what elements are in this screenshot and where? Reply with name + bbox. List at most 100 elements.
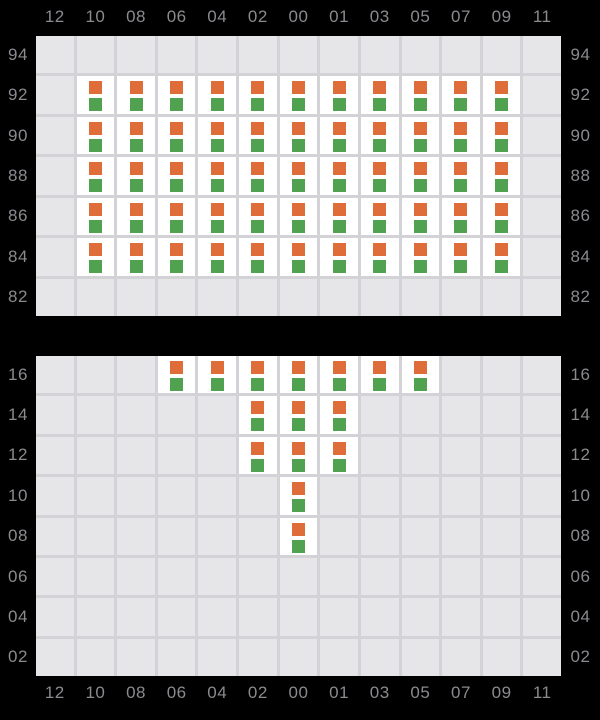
orange-marker bbox=[291, 522, 305, 536]
orange-marker bbox=[251, 441, 265, 455]
occupied-cell-r92-c01 bbox=[320, 76, 358, 114]
green-marker bbox=[373, 138, 387, 152]
occupied-cell-r16-c02 bbox=[239, 356, 277, 394]
green-marker bbox=[413, 260, 427, 274]
green-marker bbox=[332, 98, 346, 112]
empty-cell-r10-c07 bbox=[442, 477, 480, 515]
empty-cell-r02-c09 bbox=[482, 638, 521, 676]
occupied-cell-r10-c00 bbox=[279, 477, 318, 515]
green-marker bbox=[210, 179, 224, 193]
empty-cell-r12-c07 bbox=[442, 436, 480, 475]
empty-cell-r14-c10 bbox=[76, 396, 115, 434]
lower-right-row-axis: 16 14 12 10 08 06 04 02 bbox=[561, 356, 600, 676]
orange-marker bbox=[291, 202, 305, 216]
empty-cell-r08-c07 bbox=[442, 517, 480, 555]
orange-marker bbox=[210, 202, 224, 216]
occupied-cell-r88-c09 bbox=[482, 157, 521, 195]
orange-marker bbox=[170, 162, 184, 176]
lower-left-row-axis-label-04: 04 bbox=[8, 606, 28, 626]
empty-cell-r12-c08 bbox=[117, 436, 155, 475]
empty-cell-r06-c08 bbox=[117, 557, 155, 596]
orange-marker bbox=[170, 361, 184, 374]
upper-left-row-axis-label-84: 84 bbox=[8, 246, 28, 266]
empty-cell-r94-c12 bbox=[36, 36, 74, 74]
occupied-cell-r84-c01 bbox=[320, 238, 358, 276]
orange-marker bbox=[454, 243, 468, 257]
top-axis-label-08: 08 bbox=[126, 6, 146, 26]
empty-cell-r08-c06 bbox=[157, 517, 196, 555]
empty-cell-r06-c06 bbox=[157, 557, 196, 596]
empty-cell-r06-c04 bbox=[198, 557, 237, 596]
empty-cell-r16-c11 bbox=[523, 356, 561, 394]
occupied-cell-r92-c08 bbox=[117, 76, 155, 114]
empty-cell-r10-c11 bbox=[523, 477, 561, 515]
occupied-cell-r92-c04 bbox=[198, 76, 237, 114]
empty-cell-r02-c03 bbox=[360, 638, 399, 676]
empty-cell-r16-c12 bbox=[36, 356, 74, 394]
bottom-axis-label-07: 07 bbox=[450, 683, 471, 702]
green-marker bbox=[332, 418, 346, 432]
bottom-axis-label-11: 11 bbox=[532, 683, 552, 702]
green-marker bbox=[332, 458, 346, 472]
occupied-cell-r16-c04 bbox=[198, 356, 237, 394]
orange-marker bbox=[129, 243, 143, 257]
occupied-cell-r88-c02 bbox=[239, 157, 277, 195]
orange-marker bbox=[495, 121, 509, 135]
empty-cell-r10-c06 bbox=[157, 477, 196, 515]
green-marker bbox=[332, 260, 346, 274]
green-marker bbox=[454, 98, 468, 112]
occupied-cell-r88-c01 bbox=[320, 157, 358, 195]
occupied-cell-r92-c03 bbox=[360, 76, 399, 114]
empty-cell-r06-c05 bbox=[401, 557, 440, 596]
orange-marker bbox=[88, 243, 102, 257]
empty-cell-r14-c08 bbox=[117, 396, 155, 434]
orange-marker bbox=[454, 162, 468, 176]
lower-right-row-axis-label-08: 08 bbox=[570, 526, 591, 546]
bottom-axis-label-00: 00 bbox=[288, 683, 309, 702]
top-axis: 12 10 08 06 04 02 00 01 03 05 07 09 11 bbox=[36, 0, 561, 36]
empty-cell-r84-c11 bbox=[523, 238, 561, 276]
upper-left-row-axis-label-92: 92 bbox=[8, 85, 28, 105]
empty-cell-r12-c09 bbox=[482, 436, 521, 475]
empty-cell-r10-c09 bbox=[482, 477, 521, 515]
upper-right-row-axis-label-90: 90 bbox=[570, 125, 591, 145]
empty-cell-r04-c07 bbox=[442, 598, 480, 636]
empty-cell-r06-c02 bbox=[239, 557, 277, 596]
empty-cell-r82-c01 bbox=[320, 278, 358, 316]
lower-left-row-axis-label-08: 08 bbox=[8, 526, 28, 546]
empty-cell-r04-c08 bbox=[117, 598, 155, 636]
orange-marker bbox=[413, 243, 427, 257]
empty-cell-r92-c12 bbox=[36, 76, 74, 114]
empty-cell-r08-c09 bbox=[482, 517, 521, 555]
green-marker bbox=[373, 260, 387, 274]
green-marker bbox=[88, 98, 102, 112]
occupied-cell-r84-c04 bbox=[198, 238, 237, 276]
empty-cell-r02-c01 bbox=[320, 638, 358, 676]
occupied-cell-r90-c03 bbox=[360, 116, 399, 155]
empty-cell-r02-c07 bbox=[442, 638, 480, 676]
empty-cell-r08-c08 bbox=[117, 517, 155, 555]
occupied-cell-r84-c05 bbox=[401, 238, 440, 276]
orange-marker bbox=[413, 202, 427, 216]
orange-marker bbox=[332, 401, 346, 415]
orange-marker bbox=[88, 121, 102, 135]
empty-cell-r10-c04 bbox=[198, 477, 237, 515]
empty-cell-r02-c11 bbox=[523, 638, 561, 676]
green-marker bbox=[129, 260, 143, 274]
occupied-cell-r90-c04 bbox=[198, 116, 237, 155]
green-marker bbox=[210, 98, 224, 112]
top-axis-label-10: 10 bbox=[85, 6, 106, 26]
empty-cell-r06-c11 bbox=[523, 557, 561, 596]
bottom-axis-label-05: 05 bbox=[410, 683, 431, 702]
green-marker bbox=[373, 179, 387, 193]
bottom-axis: 12 10 08 06 04 02 00 01 03 05 07 09 11 bbox=[36, 676, 561, 720]
green-marker bbox=[454, 260, 468, 274]
green-marker bbox=[495, 260, 509, 274]
empty-cell-r94-c02 bbox=[239, 36, 277, 74]
green-marker bbox=[88, 219, 102, 233]
lower-right-row-axis-label-14: 14 bbox=[570, 405, 591, 425]
lower-right-row-axis-label-16: 16 bbox=[570, 364, 591, 384]
occupied-cell-r90-c09 bbox=[482, 116, 521, 155]
empty-cell-r06-c10 bbox=[76, 557, 115, 596]
bottom-axis-label-12: 12 bbox=[44, 683, 65, 702]
